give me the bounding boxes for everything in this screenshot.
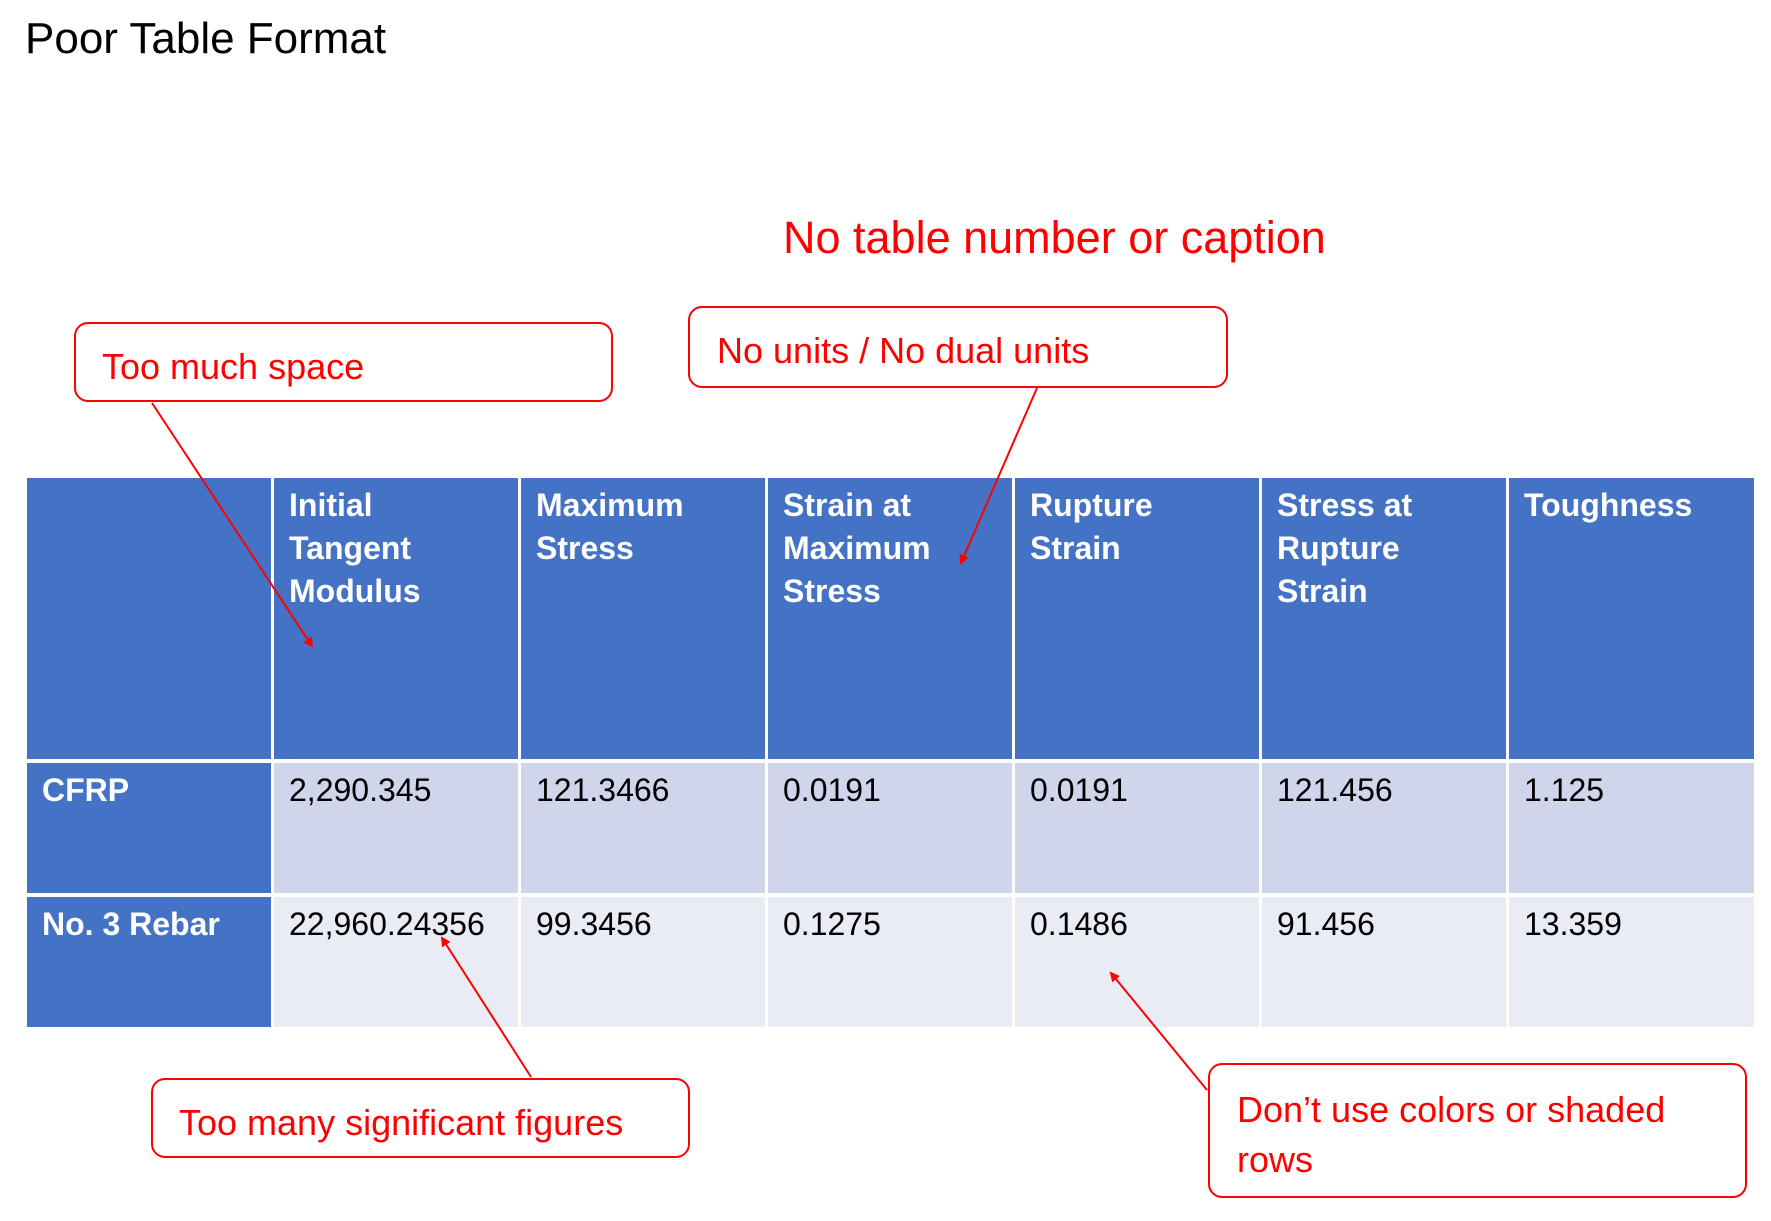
table-cell: 91.456 (1262, 897, 1506, 1027)
row-header-cfrp: CFRP (27, 763, 271, 893)
header-cell-strain-at-maximum-stress: Strain at Maximum Stress (768, 478, 1012, 759)
table-cell: 13.359 (1509, 897, 1754, 1027)
table-cell: 0.0191 (1015, 763, 1259, 893)
table-cell: 99.3456 (521, 897, 765, 1027)
callout-units: No units / No dual units (688, 306, 1228, 388)
table-cell: 0.1275 (768, 897, 1012, 1027)
table-cell: 121.3466 (521, 763, 765, 893)
callout-colors-text: Don’t use colors or shaded rows (1237, 1089, 1666, 1181)
callout-too-much-space-text: Too much space (102, 346, 365, 387)
callout-units-text: No units / No dual units (717, 330, 1090, 371)
header-cell-maximum-stress: Maximum Stress (521, 478, 765, 759)
table-cell: 0.1486 (1015, 897, 1259, 1027)
header-cell-stress-at-rupture-strain: Stress at Rupture Strain (1262, 478, 1506, 759)
row-header-no3-rebar: No. 3 Rebar (27, 897, 271, 1027)
callout-too-much-space: Too much space (74, 322, 613, 402)
callout-colors: Don’t use colors or shaded rows (1208, 1063, 1747, 1198)
table-cell: 22,960.24356 (274, 897, 518, 1027)
annotation-caption-note: No table number or caption (783, 212, 1326, 263)
data-table: Initial Tangent Modulus Maximum Stress S… (27, 478, 1754, 1028)
header-cell-empty (27, 478, 271, 759)
page-title: Poor Table Format (25, 14, 387, 63)
header-cell-initial-tangent-modulus: Initial Tangent Modulus (274, 478, 518, 759)
table-cell: 2,290.345 (274, 763, 518, 893)
callout-sig-figs: Too many significant figures (151, 1078, 690, 1158)
table-cell: 0.0191 (768, 763, 1012, 893)
header-cell-rupture-strain: Rupture Strain (1015, 478, 1259, 759)
header-cell-toughness: Toughness (1509, 478, 1754, 759)
table-cell: 121.456 (1262, 763, 1506, 893)
callout-sig-figs-text: Too many significant figures (179, 1102, 624, 1143)
table-cell: 1.125 (1509, 763, 1754, 893)
